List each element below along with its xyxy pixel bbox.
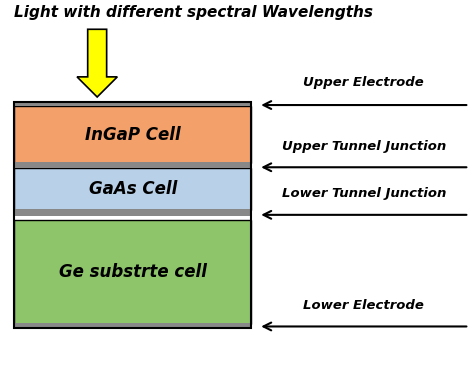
Bar: [14, 102, 251, 328]
Text: InGaP Cell: InGaP Cell: [85, 126, 181, 143]
Bar: [14, 102, 251, 106]
Text: Ge substrte cell: Ge substrte cell: [59, 263, 207, 281]
Text: Lower Tunnel Junction: Lower Tunnel Junction: [282, 187, 446, 200]
Bar: [14, 220, 251, 324]
Bar: [14, 168, 251, 210]
Bar: [14, 162, 251, 168]
Text: Upper Electrode: Upper Electrode: [303, 75, 424, 89]
Bar: [14, 209, 251, 216]
Text: Light with different spectral Wavelengths: Light with different spectral Wavelength…: [14, 5, 373, 20]
Polygon shape: [77, 29, 117, 97]
Bar: [14, 323, 251, 328]
Text: Lower Electrode: Lower Electrode: [303, 299, 424, 312]
Text: GaAs Cell: GaAs Cell: [89, 180, 177, 198]
Text: Upper Tunnel Junction: Upper Tunnel Junction: [282, 139, 446, 153]
Bar: [14, 106, 251, 163]
